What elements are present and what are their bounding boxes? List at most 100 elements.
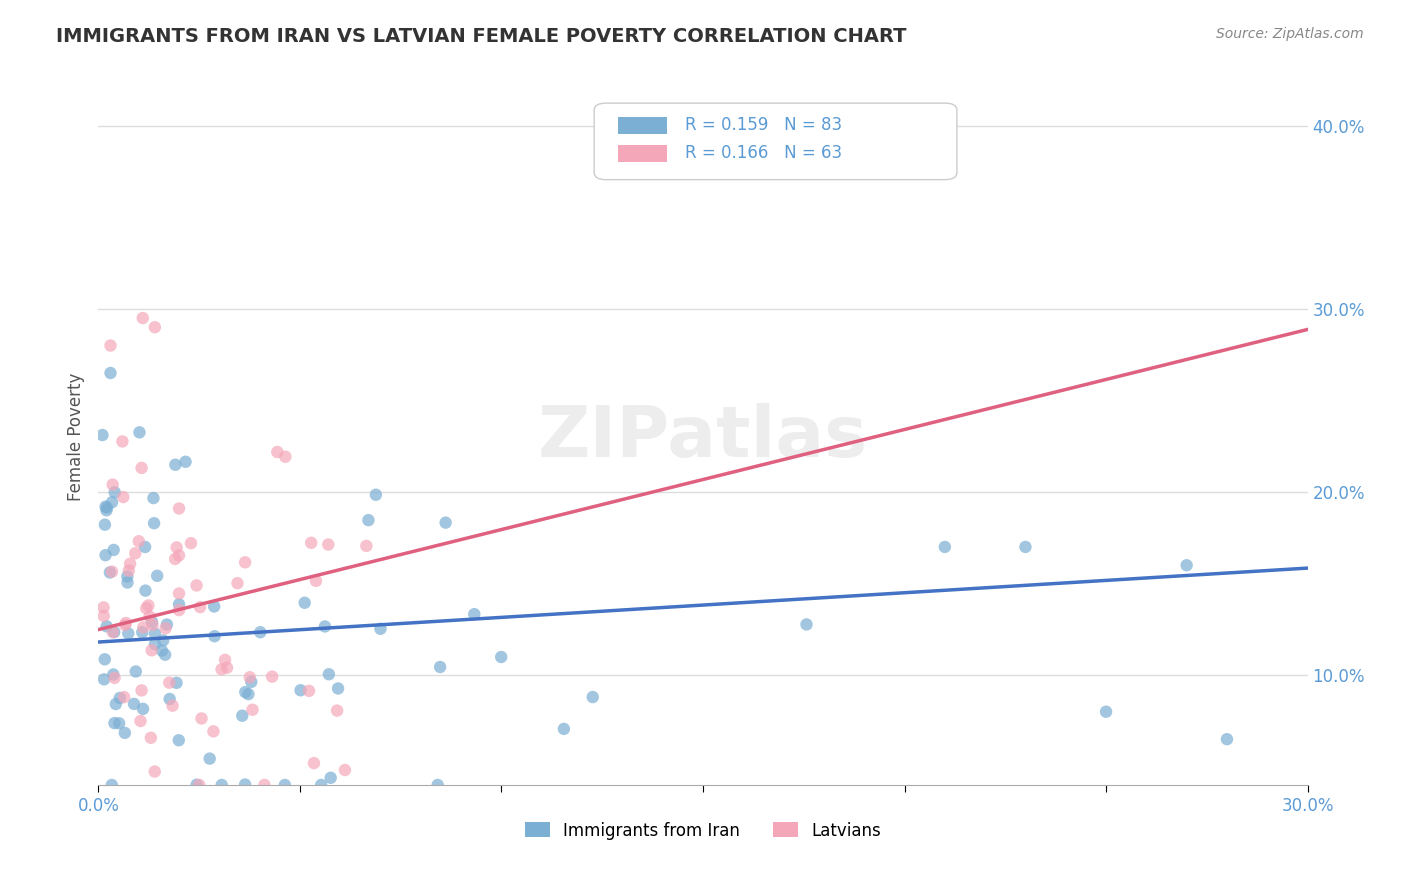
Immigrants from Iran (429, 660, 451, 674)
Immigrants from Iran (131, 625, 153, 640)
Immigrants from Iran (364, 488, 387, 502)
Immigrants from Iran (582, 690, 605, 704)
Latvians (188, 600, 211, 615)
Latvians (166, 541, 188, 555)
Immigrants from Iran (104, 485, 127, 500)
Latvians (316, 537, 339, 551)
Latvians (131, 461, 153, 475)
Immigrants from Iran (240, 674, 263, 689)
Latvians (188, 778, 211, 792)
Immigrants from Iran (108, 716, 131, 731)
Immigrants from Iran (274, 778, 297, 792)
Latvians (135, 601, 157, 615)
Immigrants from Iran (141, 615, 163, 629)
Immigrants from Iran (165, 458, 187, 472)
Immigrants from Iran (249, 625, 271, 640)
Immigrants from Iran (319, 771, 342, 785)
Immigrants from Iran (142, 491, 165, 505)
Latvians (211, 662, 233, 676)
Latvians (120, 557, 142, 571)
Latvians (190, 711, 212, 725)
Text: ZIPatlas: ZIPatlas (538, 402, 868, 472)
Immigrants from Iran (434, 516, 457, 530)
Latvians (138, 599, 160, 613)
Immigrants from Iran (134, 540, 156, 554)
Immigrants from Iran (314, 619, 336, 633)
Bar (619, 117, 666, 135)
Latvians (139, 731, 162, 745)
Immigrants from Iran (211, 778, 233, 792)
Immigrants from Iran (290, 683, 312, 698)
Latvians (128, 534, 150, 549)
Latvians (157, 675, 180, 690)
Immigrants from Iran (146, 569, 169, 583)
Immigrants from Iran (796, 617, 818, 632)
Immigrants from Iran (117, 626, 139, 640)
Latvians (215, 661, 238, 675)
Legend: Immigrants from Iran, Latvians: Immigrants from Iran, Latvians (517, 815, 889, 847)
Immigrants from Iran (103, 543, 125, 558)
Immigrants from Iran (233, 685, 256, 699)
Latvians (111, 434, 134, 449)
Immigrants from Iran (96, 503, 118, 517)
Latvians (167, 603, 190, 617)
Latvians (226, 576, 249, 591)
Immigrants from Iran (94, 500, 117, 514)
Latvians (101, 565, 124, 579)
Immigrants from Iran (1095, 705, 1118, 719)
Immigrants from Iran (318, 667, 340, 681)
Latvians (162, 698, 184, 713)
Latvians (103, 671, 125, 685)
Immigrants from Iran (94, 548, 117, 562)
Latvians (326, 704, 349, 718)
Immigrants from Iran (103, 716, 125, 731)
Immigrants from Iran (101, 495, 124, 509)
Immigrants from Iran (174, 455, 197, 469)
Immigrants from Iran (167, 597, 190, 611)
Immigrants from Iran (357, 513, 380, 527)
Immigrants from Iran (117, 569, 139, 583)
Latvians (101, 625, 124, 640)
Immigrants from Iran (96, 619, 118, 633)
Immigrants from Iran (202, 599, 225, 614)
Immigrants from Iran (326, 681, 349, 696)
Latvians (299, 536, 322, 550)
Immigrants from Iran (143, 516, 166, 531)
Latvians (305, 574, 328, 588)
Latvians (129, 714, 152, 728)
Latvians (93, 609, 115, 624)
Latvians (274, 450, 297, 464)
Immigrants from Iran (94, 517, 117, 532)
Immigrants from Iran (166, 676, 188, 690)
Immigrants from Iran (1216, 732, 1239, 747)
Latvians (262, 670, 284, 684)
Immigrants from Iran (153, 648, 176, 662)
Latvians (101, 477, 124, 491)
Latvians (167, 501, 190, 516)
Immigrants from Iran (198, 751, 221, 765)
Immigrants from Iran (152, 633, 174, 648)
Immigrants from Iran (186, 778, 208, 792)
Latvians (100, 338, 122, 352)
Latvians (115, 615, 138, 630)
Text: IMMIGRANTS FROM IRAN VS LATVIAN FEMALE POVERTY CORRELATION CHART: IMMIGRANTS FROM IRAN VS LATVIAN FEMALE P… (56, 27, 907, 45)
Immigrants from Iran (128, 425, 150, 440)
Latvians (180, 536, 202, 550)
Immigrants from Iran (91, 428, 114, 442)
Immigrants from Iran (125, 665, 148, 679)
Immigrants from Iran (101, 778, 124, 792)
FancyBboxPatch shape (595, 103, 957, 179)
Immigrants from Iran (238, 687, 260, 701)
Immigrants from Iran (309, 778, 332, 792)
Latvians (155, 621, 177, 635)
Latvians (138, 609, 160, 624)
Latvians (131, 683, 153, 698)
Latvians (298, 683, 321, 698)
Bar (619, 145, 666, 162)
Latvians (214, 653, 236, 667)
Latvians (132, 311, 155, 326)
Latvians (333, 763, 356, 777)
Immigrants from Iran (122, 697, 145, 711)
Immigrants from Iran (156, 617, 179, 632)
Latvians (112, 690, 135, 705)
